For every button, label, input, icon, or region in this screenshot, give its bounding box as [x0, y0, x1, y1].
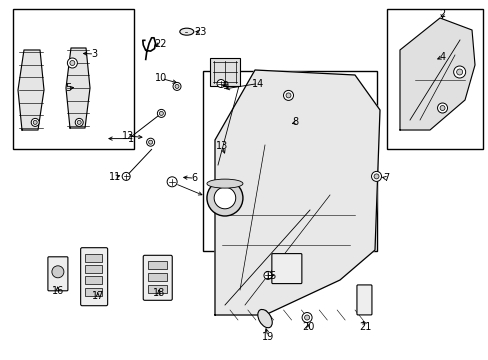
- Circle shape: [453, 66, 465, 78]
- Bar: [147, 285, 166, 293]
- Circle shape: [77, 120, 81, 125]
- Text: 12: 12: [122, 131, 134, 141]
- FancyBboxPatch shape: [48, 257, 68, 291]
- Circle shape: [304, 315, 309, 320]
- Text: 6: 6: [191, 173, 197, 183]
- Circle shape: [157, 109, 165, 117]
- Circle shape: [437, 103, 447, 113]
- Text: 18: 18: [152, 288, 165, 298]
- Text: 16: 16: [51, 286, 64, 296]
- Ellipse shape: [257, 310, 272, 328]
- Text: 5: 5: [65, 83, 71, 93]
- Circle shape: [31, 118, 39, 126]
- FancyBboxPatch shape: [143, 255, 172, 300]
- Circle shape: [214, 187, 235, 209]
- Bar: [386, 9, 482, 149]
- Text: 4: 4: [439, 52, 445, 62]
- Circle shape: [75, 118, 83, 126]
- Bar: [13, 9, 134, 149]
- Circle shape: [439, 105, 444, 111]
- Text: 1: 1: [128, 134, 134, 144]
- Circle shape: [456, 69, 462, 75]
- Text: 19: 19: [261, 332, 274, 342]
- Text: 15: 15: [264, 271, 277, 282]
- Circle shape: [148, 140, 152, 144]
- Text: 22: 22: [154, 39, 166, 49]
- Bar: [147, 273, 166, 281]
- Circle shape: [52, 266, 64, 278]
- Ellipse shape: [206, 179, 243, 188]
- Text: 20: 20: [301, 322, 314, 332]
- Text: 2: 2: [439, 9, 445, 19]
- Text: 8: 8: [292, 117, 298, 127]
- Bar: [147, 261, 166, 269]
- Circle shape: [70, 60, 75, 66]
- Bar: [85, 276, 102, 284]
- Circle shape: [264, 271, 271, 279]
- Circle shape: [122, 172, 130, 180]
- Text: 13: 13: [215, 141, 228, 151]
- Ellipse shape: [180, 28, 193, 35]
- Circle shape: [285, 93, 290, 98]
- Polygon shape: [215, 70, 379, 315]
- Text: 23: 23: [194, 27, 206, 37]
- Text: 7: 7: [383, 173, 388, 183]
- Circle shape: [173, 82, 181, 90]
- Circle shape: [159, 111, 163, 116]
- Bar: [85, 265, 102, 273]
- Bar: [210, 58, 240, 86]
- Polygon shape: [18, 50, 44, 130]
- Polygon shape: [66, 48, 90, 128]
- Text: 21: 21: [359, 322, 371, 332]
- Text: 17: 17: [91, 291, 104, 301]
- Bar: [203, 71, 376, 251]
- Text: 9: 9: [223, 81, 228, 91]
- Bar: [85, 254, 102, 262]
- Circle shape: [283, 90, 293, 100]
- Polygon shape: [399, 18, 474, 130]
- Circle shape: [146, 138, 154, 146]
- FancyBboxPatch shape: [81, 248, 107, 306]
- Circle shape: [206, 180, 243, 216]
- Circle shape: [217, 80, 224, 87]
- Text: 11: 11: [108, 172, 121, 182]
- FancyBboxPatch shape: [271, 253, 301, 284]
- Bar: [85, 288, 102, 296]
- Circle shape: [373, 174, 378, 179]
- Text: 10: 10: [155, 73, 167, 84]
- Circle shape: [302, 312, 311, 323]
- FancyBboxPatch shape: [356, 285, 371, 315]
- Circle shape: [175, 84, 179, 89]
- Text: 3: 3: [91, 49, 97, 59]
- Circle shape: [371, 171, 381, 181]
- Circle shape: [167, 177, 177, 187]
- Text: 14: 14: [251, 78, 264, 89]
- Circle shape: [33, 120, 37, 125]
- Circle shape: [67, 58, 77, 68]
